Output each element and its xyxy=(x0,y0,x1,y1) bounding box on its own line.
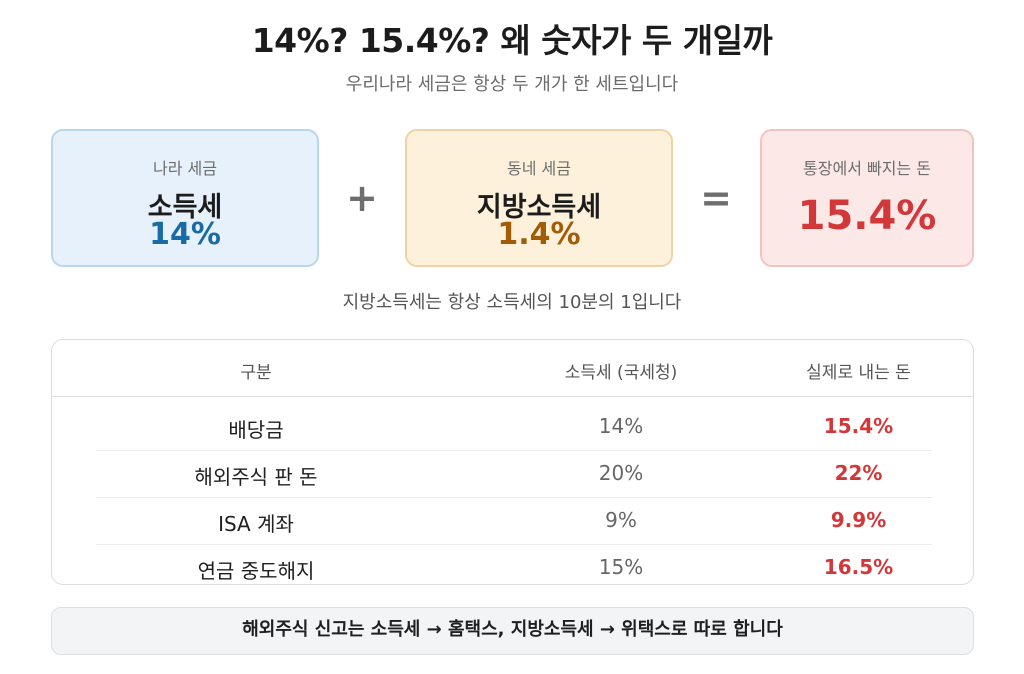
card-national-name: 소득세 xyxy=(147,192,223,223)
table-row: 연금 중도해지 15% 16.5% xyxy=(96,544,932,584)
card-local-rate: 1.4% xyxy=(497,217,581,252)
header-actual: 실제로 내는 돈 xyxy=(806,363,911,383)
footer-note: 해외주식 신고는 소득세 → 홈택스, 지방소득세 → 위택스로 따로 합니다 xyxy=(51,607,974,655)
row-income-tax: 20% xyxy=(598,461,644,485)
card-national-label: 나라 세금 xyxy=(153,159,217,178)
table-row: 배당금 14% 15.4% xyxy=(96,403,932,451)
card-total-rate: 15.4% xyxy=(797,193,937,239)
card-national-rate: 14% xyxy=(149,217,221,252)
row-category: 해외주식 판 돈 xyxy=(194,465,318,489)
row-income-tax: 9% xyxy=(605,508,637,532)
header-income-tax: 소득세 (국세청) xyxy=(564,363,678,383)
card-local-tax: 동네 세금 지방소득세 1.4% xyxy=(405,129,673,267)
row-category: ISA 계좌 xyxy=(218,512,294,536)
row-income-tax: 15% xyxy=(598,555,644,579)
table-row: ISA 계좌 9% 9.9% xyxy=(96,497,932,545)
card-local-name: 지방소득세 xyxy=(476,192,602,223)
row-actual: 22% xyxy=(834,461,883,485)
page-title: 14%? 15.4%? 왜 숫자가 두 개일까 xyxy=(251,21,773,60)
tax-table: 구분 소득세 (국세청) 실제로 내는 돈 배당금 14% 15.4% 해외주식… xyxy=(51,339,974,585)
card-national-tax: 나라 세금 소득세 14% xyxy=(51,129,319,267)
row-actual: 16.5% xyxy=(823,555,894,579)
header-category: 구분 xyxy=(240,363,272,383)
table-row: 해외주식 판 돈 20% 22% xyxy=(96,450,932,498)
card-total: 통장에서 빠지는 돈 15.4% xyxy=(760,129,974,267)
plus-operator: + xyxy=(346,176,378,220)
row-income-tax: 14% xyxy=(598,414,644,438)
row-actual: 9.9% xyxy=(830,508,887,532)
equals-operator: = xyxy=(700,176,732,220)
page-subtitle: 우리나라 세금은 항상 두 개가 한 세트입니다 xyxy=(345,74,679,95)
row-category: 배당금 xyxy=(228,418,284,442)
note-text: 지방소득세는 항상 소득세의 10분의 1입니다 xyxy=(342,292,682,313)
row-actual: 15.4% xyxy=(823,414,894,438)
card-total-label: 통장에서 빠지는 돈 xyxy=(803,159,931,178)
card-local-label: 동네 세금 xyxy=(507,159,571,178)
table-header: 구분 소득세 (국세청) 실제로 내는 돈 xyxy=(52,340,973,397)
row-category: 연금 중도해지 xyxy=(197,559,315,583)
